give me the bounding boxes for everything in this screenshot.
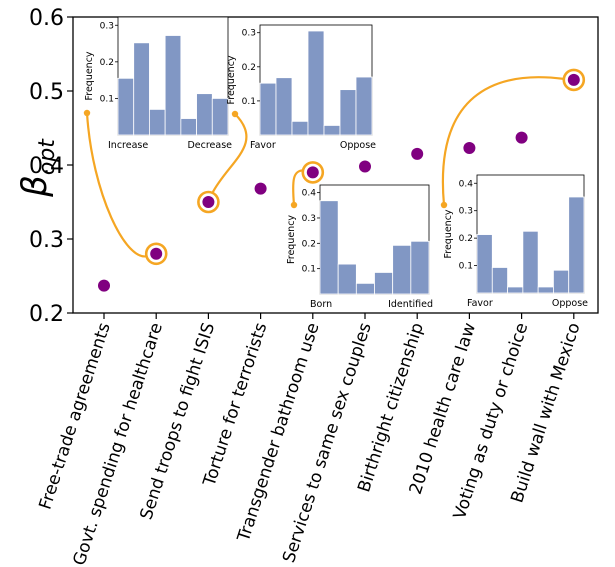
- inset-bar: [117, 77, 135, 136]
- inset-y-axis-label: Frequency: [84, 51, 95, 100]
- inset-y-axis-label: Frequency: [226, 55, 237, 104]
- inset-bar: [275, 77, 293, 136]
- inset-x-label-left: Favor: [467, 298, 493, 309]
- inset-x-label-right: Identified: [388, 299, 433, 310]
- data-point: [463, 141, 476, 154]
- inset-bar: [392, 244, 412, 295]
- inset-y-axis-label: Frequency: [443, 209, 454, 258]
- y-axis-label-sub: opt: [35, 138, 60, 175]
- y-tick-label: 0.5: [29, 80, 64, 105]
- inset-y-tick-label: 0.1: [302, 265, 316, 275]
- inset-bar: [568, 196, 585, 294]
- inset-bar: [133, 42, 150, 136]
- inset-bar: [180, 118, 197, 136]
- inset-bar: [323, 125, 341, 136]
- inset-connector-curve: [292, 169, 304, 206]
- inset-y-tick-label: 0.2: [242, 63, 256, 73]
- inset-connector-curve: [441, 76, 564, 206]
- y-axis-label-main: β: [15, 175, 55, 198]
- inset-bar: [355, 76, 373, 136]
- inset-bar: [522, 230, 539, 294]
- inset-y-tick-label: 0.3: [459, 207, 473, 217]
- inset-x-label-left: Increase: [108, 140, 148, 151]
- inset-bar: [196, 93, 213, 136]
- data-point: [150, 247, 163, 260]
- inset-x-label-left: Favor: [250, 140, 276, 151]
- inset-bar: [507, 286, 524, 294]
- inset-histogram: 0.1 0.2 0.3 Frequency Increase Decrease: [84, 16, 232, 151]
- inset-connector-dot: [231, 110, 239, 118]
- inset-connector-curve: [211, 113, 248, 194]
- data-point: [515, 131, 528, 144]
- inset-bar: [339, 89, 357, 136]
- inset-y-tick-label: 0.3: [100, 21, 114, 31]
- inset-bar: [410, 240, 430, 295]
- inset-x-label-right: Oppose: [552, 298, 588, 309]
- inset-bar: [553, 269, 570, 294]
- inset-y-tick-label: 0.3: [302, 214, 316, 224]
- data-point: [359, 160, 371, 173]
- inset-connector-dot: [440, 201, 448, 209]
- inset-y-tick-label: 0.1: [459, 262, 473, 272]
- inset-bar: [307, 30, 325, 136]
- inset-bar: [374, 272, 394, 295]
- y-tick-label: 0.4: [29, 154, 64, 179]
- inset-bar: [259, 82, 277, 136]
- data-point: [411, 147, 424, 160]
- inset-bar: [491, 267, 508, 294]
- inset-y-tick-label: 0.2: [302, 239, 316, 249]
- data-point: [202, 196, 215, 208]
- data-point: [98, 279, 110, 292]
- inset-connector-dot: [290, 201, 298, 209]
- inset-bar: [149, 108, 166, 136]
- inset-histogram: 0.1 0.2 0.3 Frequency Favor Oppose: [226, 24, 376, 151]
- inset-histogram: 0.1 0.2 0.3 0.4 Frequency Favor Oppose: [443, 174, 588, 309]
- inset-y-tick-label: 0.3: [242, 29, 256, 39]
- inset-connector-curve: [85, 112, 149, 258]
- inset-y-tick-label: 0.1: [100, 94, 114, 104]
- inset-y-axis-label: Frequency: [286, 215, 297, 264]
- inset-y-tick-label: 0.4: [302, 189, 317, 199]
- inset-bar: [211, 98, 229, 136]
- y-tick-label: 0.6: [29, 6, 64, 31]
- inset-bar: [164, 35, 182, 136]
- inset-y-tick-label: 0.4: [459, 179, 474, 189]
- inset-y-tick-label: 0.1: [242, 97, 256, 107]
- inset-bar: [337, 263, 357, 295]
- data-point: [306, 166, 319, 179]
- inset-x-label-right: Decrease: [187, 140, 232, 151]
- inset-bar: [355, 282, 375, 295]
- inset-bar: [476, 234, 493, 294]
- y-axis-label: βopt: [15, 138, 60, 198]
- y-tick-label: 0.3: [29, 228, 64, 253]
- inset-y-tick-label: 0.2: [459, 234, 473, 244]
- inset-y-tick-label: 0.2: [100, 58, 114, 68]
- data-point: [567, 73, 580, 86]
- inset-connector-dot: [83, 109, 91, 117]
- inset-bar: [537, 286, 554, 294]
- inset-x-label-right: Oppose: [340, 140, 376, 151]
- data-point: [254, 182, 267, 195]
- y-tick-label: 0.2: [29, 302, 64, 327]
- inset-bar: [319, 200, 339, 295]
- inset-x-label-left: Born: [310, 299, 332, 310]
- inset-bar: [291, 120, 309, 136]
- inset-histogram: 0.1 0.2 0.3 0.4 Frequency Born Identified: [286, 184, 433, 310]
